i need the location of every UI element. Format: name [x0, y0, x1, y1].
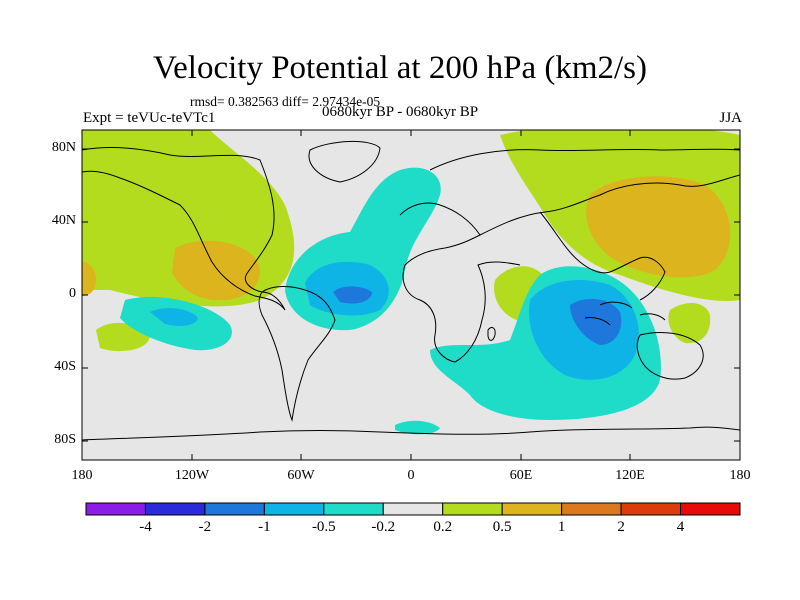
coast-antarctica: [82, 426, 740, 441]
colorbar-label: -2: [198, 519, 212, 535]
colorbar-label: 0.5: [492, 519, 512, 535]
coast-north-america: [82, 147, 286, 311]
coastlines: [82, 140, 740, 441]
colorbar-swatch: [442, 502, 503, 516]
contour-pos2-asia: [586, 176, 731, 278]
lon-label-60e: 60E: [509, 468, 533, 483]
colorbar-swatch: [85, 502, 146, 516]
contour-pos2-np: [82, 262, 96, 296]
period-label: 0680kyr BP - 0680kyr BP: [322, 104, 479, 120]
colorbar-label: 4: [676, 519, 685, 535]
colorbar-label: 1: [557, 519, 566, 535]
colorbar-label: -4: [139, 519, 152, 535]
colorbar: [85, 502, 741, 516]
colorbar-swatch: [263, 502, 325, 516]
contour-pos-pac-south: [668, 303, 711, 344]
lat-label-40n: 40N: [51, 213, 76, 228]
contour-neg3-indpac: [570, 298, 622, 345]
map-title: Velocity Potential at 200 hPa (km2/s): [152, 50, 648, 86]
colorbar-swatch: [204, 502, 265, 516]
colorbar-swatch: [680, 502, 741, 516]
stats-label: rmsd= 0.382563 diff= 2.97434e-05: [190, 94, 381, 109]
lon-label-120e: 120E: [615, 468, 645, 483]
axis-ticks: [82, 130, 740, 460]
coast-europe-africa: [399, 202, 521, 363]
colorbar-swatch: [144, 502, 206, 516]
coast-australia: [636, 331, 704, 380]
colorbar-swatch: [323, 502, 384, 516]
colorbar-swatch: [382, 502, 444, 516]
contour-pos2-na: [172, 240, 261, 301]
coast-greenland: [308, 140, 381, 183]
colorbar-swatch: [561, 502, 622, 516]
coast-asia: [479, 174, 740, 301]
lon-label-180e: 180: [729, 468, 751, 483]
colorbar-label: -0.2: [371, 519, 396, 535]
season-label: JJA: [719, 110, 742, 126]
colorbar-label: 0.2: [433, 519, 453, 535]
lon-label-60w: 60W: [287, 468, 315, 483]
lat-label-0: 0: [69, 286, 76, 301]
lon-label-0: 0: [407, 468, 415, 483]
colorbar-swatch: [501, 502, 563, 516]
contour-neg3-atl: [333, 286, 372, 304]
coast-south-america: [258, 286, 336, 422]
contour-neg-south: [395, 420, 440, 435]
coast-madagascar: [487, 327, 496, 341]
lon-label-180w: 180: [71, 468, 93, 483]
lon-label-120w: 120W: [174, 468, 210, 483]
colorbar-swatch: [620, 502, 682, 516]
experiment-label: Expt = teVUc-teVTc1: [83, 110, 216, 126]
coast-north-asia: [429, 148, 740, 171]
lat-label-80s: 80S: [54, 432, 76, 447]
colorbar-label: -0.5: [311, 519, 336, 535]
colorbar-label: 2: [617, 519, 625, 535]
coast-indonesia: [584, 301, 666, 326]
colorbar-label: -1: [258, 519, 271, 535]
contour-fields: [82, 130, 740, 435]
lat-label-80n: 80N: [51, 140, 76, 155]
lat-label-40s: 40S: [54, 359, 76, 374]
contour-neg2-pac: [150, 308, 198, 326]
